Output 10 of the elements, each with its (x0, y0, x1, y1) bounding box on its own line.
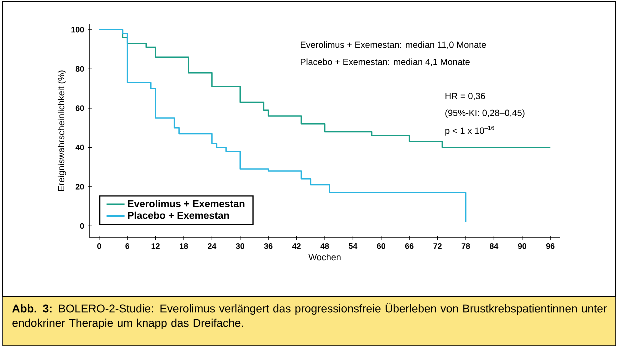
x-axis-title: Wochen (308, 254, 341, 261)
legend-label: Everolimus + Exemestan (128, 200, 245, 208)
annotation: Everolimus + Exemestan: median 11,0 Monate (301, 42, 486, 50)
annotation: (95%-KI: 0,28–0,45) (446, 110, 525, 118)
text: Abb. 3: BOLERO-2-Studie: Everolimus verlängert das progressionsfreie Überleben von Brustkrebspatientinnen unter endokriner Therapie um knapp das Dreifache. (12, 303, 607, 330)
annotation: p < 1 x 10$^{–16}$ (446, 126, 494, 136)
annotation: HR = 0,36 (446, 93, 486, 100)
y-axis-title: Ereigniswahrscheinlichkeit (%) (58, 70, 66, 192)
annotation: Placebo + Exemestan: median 4,1 Monate (301, 58, 470, 66)
legend-label: Placebo + Exemestan (128, 212, 230, 220)
